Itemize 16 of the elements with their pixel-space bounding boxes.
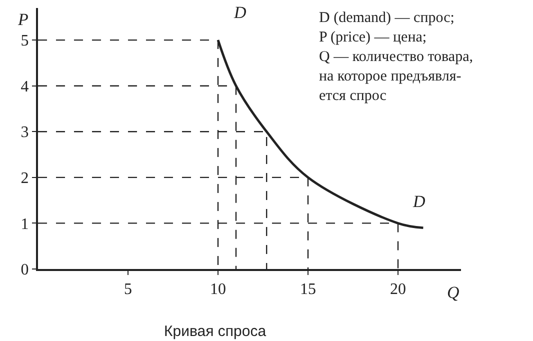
series-label: D (412, 192, 426, 211)
y-axis-title: P (17, 10, 28, 29)
x-axis-title: Q (447, 283, 460, 302)
x-tick-label: 15 (300, 281, 316, 298)
y-tick-label: 3 (20, 124, 29, 142)
y-tick-label: 0 (20, 262, 29, 279)
x-tick-label: 10 (210, 281, 226, 298)
annotation: D (demand) — спрос; P (price) — цена; Q — количество товара, на которое предъявля- ется спрос (319, 10, 473, 104)
y-tick-label: 1 (20, 216, 29, 233)
y-tick-label: 4 (20, 78, 29, 96)
text: D (234, 3, 246, 22)
y-tick-label: 2 (20, 170, 29, 188)
y-tick-label: 5 (20, 32, 29, 50)
x-tick-label: 20 (390, 281, 406, 298)
text: Кривая спроса (164, 323, 267, 340)
x-tick-label: 5 (124, 281, 132, 298)
